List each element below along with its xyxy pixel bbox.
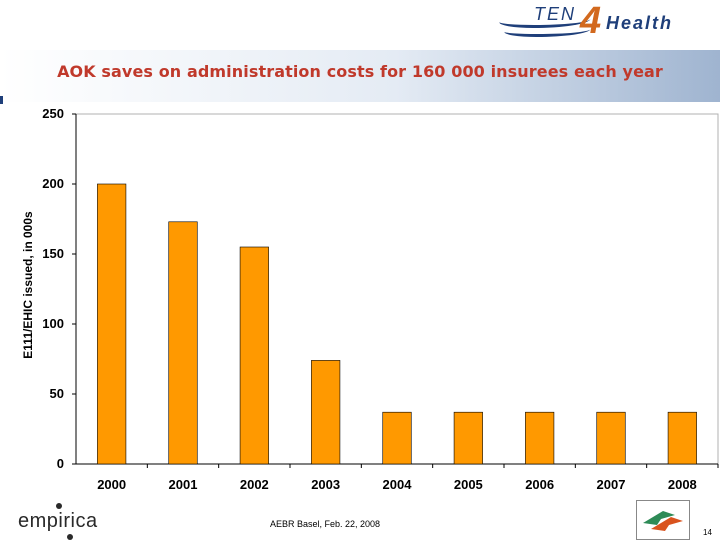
logo-ten-text: TEN — [534, 4, 576, 24]
empirica-logo-dot-top — [56, 503, 62, 509]
page-title: AOK saves on administration costs for 16… — [57, 62, 663, 81]
bar — [311, 360, 341, 465]
y-tick-label: 200 — [42, 176, 64, 191]
title-band — [0, 50, 720, 102]
bar — [596, 411, 626, 465]
empirica-logo-dot-bottom — [67, 534, 73, 540]
x-tick-label: 2000 — [97, 477, 126, 492]
logo-four-text: 4 — [580, 0, 602, 42]
bar — [168, 221, 198, 465]
x-tick-label: 2004 — [383, 477, 413, 492]
bar — [239, 246, 269, 465]
x-tick-label: 2003 — [311, 477, 340, 492]
bar — [453, 411, 483, 465]
logo-health-text: Health — [606, 13, 674, 33]
title-band-edge — [0, 96, 3, 104]
x-tick-label: 2002 — [240, 477, 269, 492]
y-tick-label: 0 — [57, 456, 64, 471]
empirica-logo-text: empirica — [18, 510, 98, 532]
x-tick-label: 2008 — [668, 477, 697, 492]
partner-logo-arrows-icon — [643, 511, 683, 531]
footer-event: AEBR Basel, Feb. 22, 2008 — [270, 519, 381, 529]
page-number: 14 — [703, 528, 712, 537]
bar — [525, 411, 555, 465]
y-tick-label: 250 — [42, 106, 64, 121]
y-tick-label: 150 — [42, 246, 64, 261]
x-tick-label: 2006 — [525, 477, 554, 492]
y-tick-label: 50 — [50, 386, 64, 401]
bar — [97, 183, 127, 465]
partner-logo — [636, 500, 690, 540]
x-tick-label: 2005 — [454, 477, 483, 492]
y-tick-label: 100 — [42, 316, 64, 331]
x-tick-label: 2001 — [169, 477, 198, 492]
x-tick-label: 2007 — [597, 477, 626, 492]
bar — [667, 411, 697, 465]
bar — [382, 411, 412, 465]
